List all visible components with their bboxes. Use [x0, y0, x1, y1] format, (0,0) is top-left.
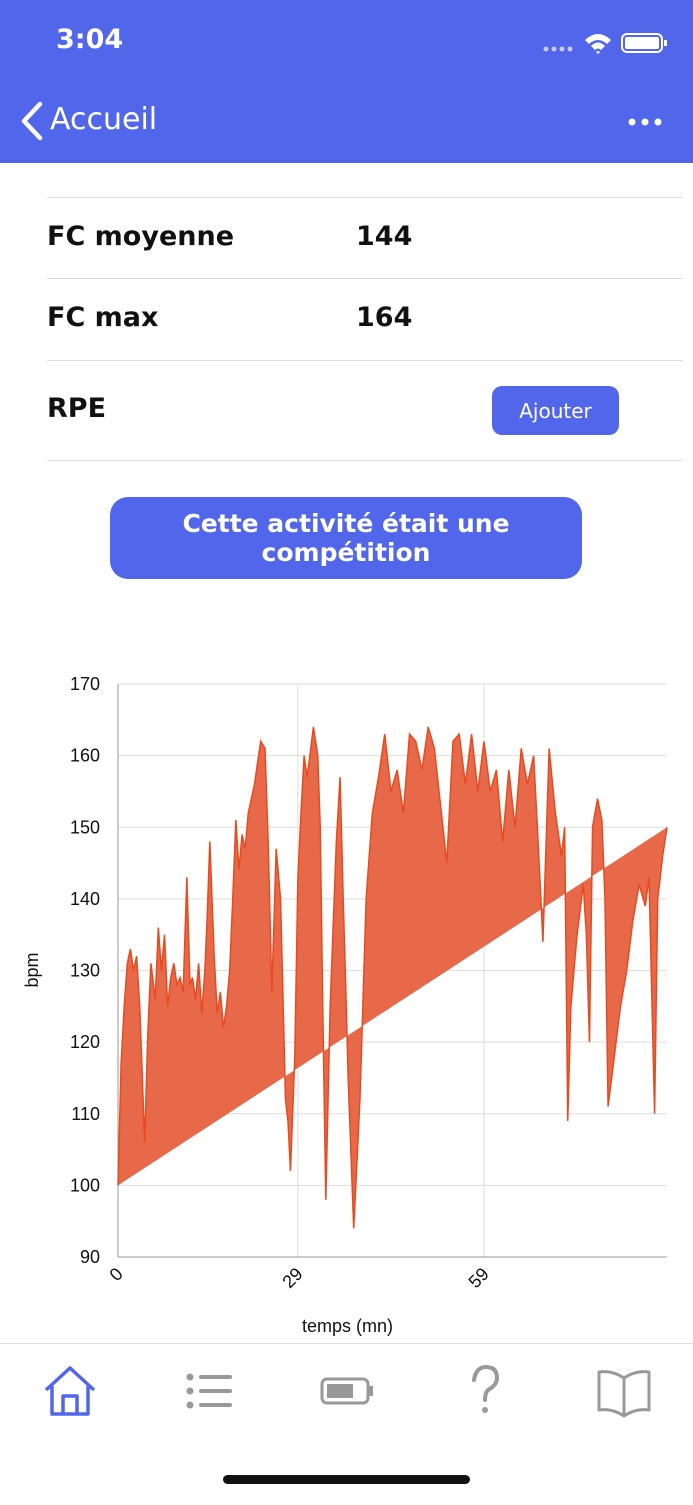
more-button[interactable] — [626, 114, 666, 130]
tab-battery[interactable] — [320, 1377, 373, 1405]
y-tick-label: 170 — [70, 674, 100, 694]
competition-button[interactable]: Cette activité était une compétition — [110, 497, 582, 579]
tab-home[interactable] — [44, 1366, 96, 1416]
row: RPE — [47, 393, 683, 424]
separator — [47, 460, 683, 461]
tab-icons — [44, 1364, 651, 1418]
chart: 90 100 110 120 130 140 150 160 170 0 29 59 temps (mn… — [22, 674, 668, 1336]
home-indicator — [223, 1475, 470, 1484]
x-tick-label: 59 — [465, 1264, 493, 1292]
y-tick-label: 130 — [70, 961, 100, 981]
header: 3:04 Accueil — [0, 0, 693, 163]
status-time: 3:04 — [56, 24, 124, 55]
separator — [47, 360, 683, 361]
separator — [47, 278, 683, 279]
row-value: 144 — [356, 221, 413, 252]
y-tick-label: 90 — [80, 1247, 100, 1267]
row-value: 164 — [356, 302, 413, 333]
tab-help[interactable] — [472, 1364, 500, 1413]
status-icons — [543, 33, 667, 54]
tab-bar — [0, 1343, 693, 1501]
y-axis-label: bpm — [22, 952, 42, 987]
x-tick-label: 29 — [278, 1264, 306, 1292]
tab-list[interactable] — [186, 1373, 233, 1409]
back-arrow[interactable] — [16, 100, 46, 144]
tab-guide[interactable] — [597, 1370, 651, 1418]
separator — [47, 197, 683, 198]
back-button[interactable]: Accueil — [50, 102, 158, 137]
row-label: RPE — [47, 393, 107, 424]
y-tick-label: 150 — [70, 817, 100, 837]
y-tick-label: 110 — [71, 1104, 100, 1124]
add-button[interactable]: Ajouter — [492, 386, 619, 435]
x-axis-label: temps (mn) — [302, 1316, 393, 1336]
y-tick-label: 160 — [70, 746, 100, 766]
y-tick-label: 100 — [70, 1175, 100, 1195]
row-label: FC moyenne — [47, 221, 235, 252]
y-tick-label: 140 — [70, 889, 100, 909]
row: FC moyenne 144 — [47, 221, 683, 252]
x-tick-label: 0 — [106, 1264, 127, 1285]
area — [117, 726, 668, 1229]
y-tick-label: 120 — [70, 1032, 100, 1052]
row: FC max 164 — [47, 302, 683, 333]
row-label: FC max — [47, 302, 159, 333]
